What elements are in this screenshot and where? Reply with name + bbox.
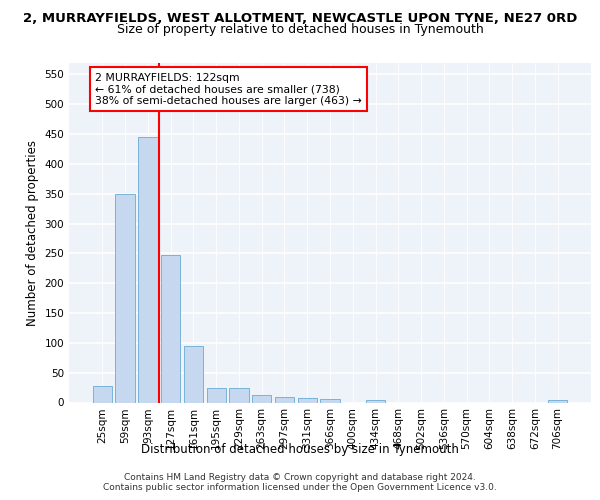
Bar [252, 394, 271, 402]
Text: 2, MURRAYFIELDS, WEST ALLOTMENT, NEWCASTLE UPON TYNE, NE27 0RD: 2, MURRAYFIELDS, WEST ALLOTMENT, NEWCAST… [23, 12, 577, 26]
Bar [138, 137, 158, 402]
Bar [206, 388, 226, 402]
Bar [298, 398, 317, 402]
Bar [275, 396, 294, 402]
Bar [184, 346, 203, 403]
Bar [115, 194, 135, 402]
Bar [548, 400, 567, 402]
Text: 2 MURRAYFIELDS: 122sqm
← 61% of detached houses are smaller (738)
38% of semi-de: 2 MURRAYFIELDS: 122sqm ← 61% of detached… [95, 72, 362, 106]
Bar [366, 400, 385, 402]
Bar [320, 399, 340, 402]
Text: Distribution of detached houses by size in Tynemouth: Distribution of detached houses by size … [141, 442, 459, 456]
Text: Contains HM Land Registry data © Crown copyright and database right 2024.: Contains HM Land Registry data © Crown c… [124, 472, 476, 482]
Y-axis label: Number of detached properties: Number of detached properties [26, 140, 39, 326]
Text: Size of property relative to detached houses in Tynemouth: Size of property relative to detached ho… [116, 24, 484, 36]
Bar [93, 386, 112, 402]
Bar [229, 388, 248, 402]
Bar [161, 255, 181, 402]
Text: Contains public sector information licensed under the Open Government Licence v3: Contains public sector information licen… [103, 484, 497, 492]
